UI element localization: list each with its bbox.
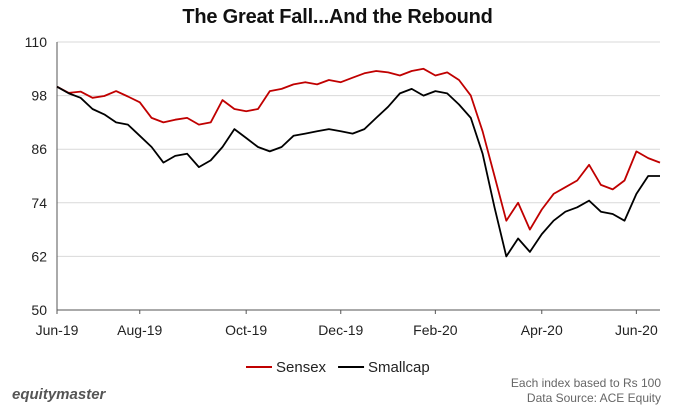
legend-label: Smallcap: [368, 359, 430, 376]
y-tick-label: 50: [31, 302, 47, 318]
y-tick-label: 74: [31, 195, 47, 211]
legend-label: Sensex: [276, 359, 327, 376]
x-tick-label: Feb-20: [413, 322, 458, 338]
x-tick-label: Dec-19: [318, 322, 363, 338]
x-tick-label: Aug-19: [117, 322, 162, 338]
series-line-smallcap: [56, 85, 660, 258]
legend: Sensex Smallcap: [246, 359, 430, 376]
footnote-base: Each index based to Rs 100: [510, 376, 661, 390]
axes: 50 62 74 86 98 110 Jun-19 Aug-19 Oct-19 Dec-19 Feb…: [25, 34, 660, 338]
x-tick-label: Jun-19: [36, 322, 79, 338]
series-line-sensex: [56, 67, 661, 231]
footnote-source: Data Source: ACE Equity: [526, 391, 661, 405]
y-tick-label: 98: [31, 88, 47, 104]
y-tick-label: 86: [31, 141, 47, 157]
chart-title: The Great Fall...And the Rebound: [182, 6, 493, 28]
y-tick-label: 110: [25, 34, 48, 50]
x-tick-label: Apr-20: [521, 322, 563, 338]
y-tick-label: 62: [31, 248, 47, 264]
brand-logo-text: equitymaster: [12, 386, 106, 403]
x-tick-label: Oct-19: [225, 322, 267, 338]
series: [56, 67, 661, 258]
grid: [57, 41, 660, 257]
x-tick-label: Jun-20: [615, 322, 658, 338]
